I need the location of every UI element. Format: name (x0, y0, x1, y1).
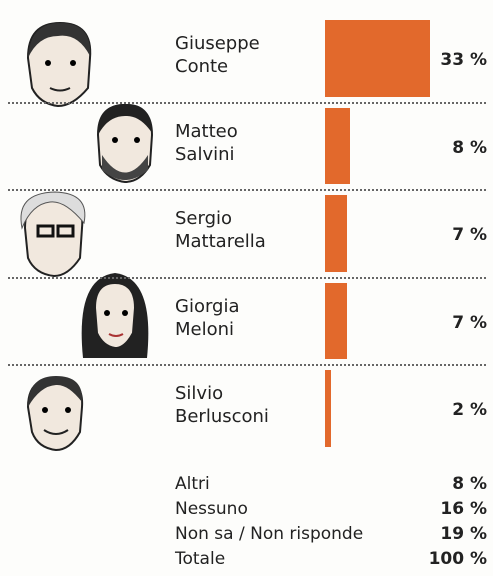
candidate-name: Matteo Salvini (175, 120, 238, 165)
others-value: 8 % (452, 474, 487, 494)
value-label: 7 % (452, 312, 487, 333)
divider (8, 364, 486, 366)
value-label: 2 % (452, 400, 487, 420)
others-row: Nessuno 16 % (175, 497, 487, 521)
candidate-name: Silvio Berlusconi (175, 383, 269, 427)
candidate-name: Giuseppe Conte (175, 33, 260, 77)
others-label: Totale (175, 549, 226, 569)
others-label: Non sa / Non risponde (175, 524, 364, 544)
others-row: Altri 8 % (175, 472, 487, 496)
others-label: Altri (175, 474, 210, 494)
others-value: 100 % (428, 549, 487, 569)
divider (8, 101, 486, 104)
value-label: 7 % (452, 225, 487, 245)
value-label: 8 % (452, 137, 487, 158)
portrait (20, 191, 86, 278)
portrait (26, 21, 92, 108)
bar (325, 20, 430, 97)
bar (325, 282, 348, 359)
portrait (26, 376, 84, 452)
others-value: 19 % (440, 524, 487, 544)
others-value: 16 % (440, 499, 487, 519)
bar (325, 107, 351, 184)
others-row: Totale 100 % (175, 547, 487, 571)
bar (325, 195, 348, 272)
portrait (96, 103, 154, 184)
value-label: 33 % (440, 50, 487, 70)
bar (325, 370, 332, 447)
candidate-name: Giorgia Meloni (175, 295, 240, 340)
divider (8, 189, 486, 191)
others-label: Nessuno (175, 499, 248, 519)
candidate-name: Sergio Mattarella (175, 208, 266, 252)
divider (8, 276, 486, 279)
portrait (81, 273, 149, 358)
others-row: Non sa / Non risponde 19 % (175, 522, 487, 546)
